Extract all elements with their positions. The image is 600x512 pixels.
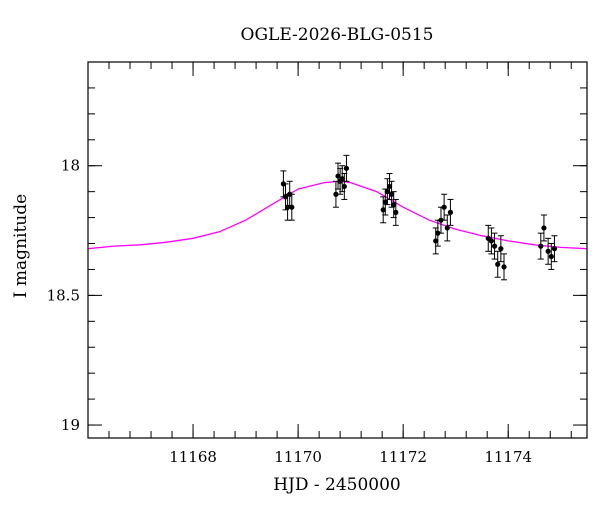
data-point — [447, 209, 454, 215]
plot-frame — [87, 61, 588, 439]
y-tick-label: 19 — [61, 416, 80, 434]
x-axis-label: HJD - 2450000 — [273, 475, 401, 495]
plot-area — [87, 154, 588, 281]
x-tick-label: 11172 — [379, 448, 427, 466]
y-axis-label: I magnitude — [11, 194, 31, 298]
data-point — [435, 230, 441, 236]
data-point — [541, 225, 547, 231]
data-point — [488, 238, 495, 244]
y-tick-label: 18 — [61, 157, 80, 175]
x-tick-label: 11170 — [274, 448, 322, 466]
data-point — [393, 209, 399, 215]
chart-title: OGLE-2026-BLG-0515 — [241, 25, 434, 45]
data-point — [491, 243, 498, 249]
data-point — [335, 173, 341, 179]
data-point — [441, 204, 447, 210]
model-curve — [87, 180, 588, 250]
x-tick-label: 11168 — [169, 448, 217, 466]
data-point — [380, 207, 386, 213]
data-point — [382, 199, 388, 205]
data-point — [384, 189, 390, 195]
data-point — [339, 176, 345, 182]
data-point — [545, 248, 551, 254]
data-point — [438, 217, 444, 223]
data-point — [498, 246, 504, 252]
data-point — [501, 264, 507, 270]
data-point — [551, 246, 558, 252]
data-point — [548, 253, 554, 260]
data-point — [386, 183, 393, 190]
data-point — [289, 204, 295, 210]
axis-ticks: 11168 11170 11172 11174 18 18.5 19 — [47, 61, 587, 466]
y-tick-label: 18.5 — [47, 286, 80, 304]
x-tick-label: 11174 — [484, 448, 532, 466]
data-point — [495, 261, 501, 267]
data-point — [444, 225, 450, 231]
data-point — [538, 243, 544, 249]
data-point — [391, 202, 397, 208]
data-point — [282, 194, 289, 200]
data-point — [389, 191, 395, 197]
data-point — [341, 183, 347, 190]
data-point — [333, 191, 339, 197]
data-point — [433, 238, 439, 244]
data-point — [343, 165, 350, 171]
